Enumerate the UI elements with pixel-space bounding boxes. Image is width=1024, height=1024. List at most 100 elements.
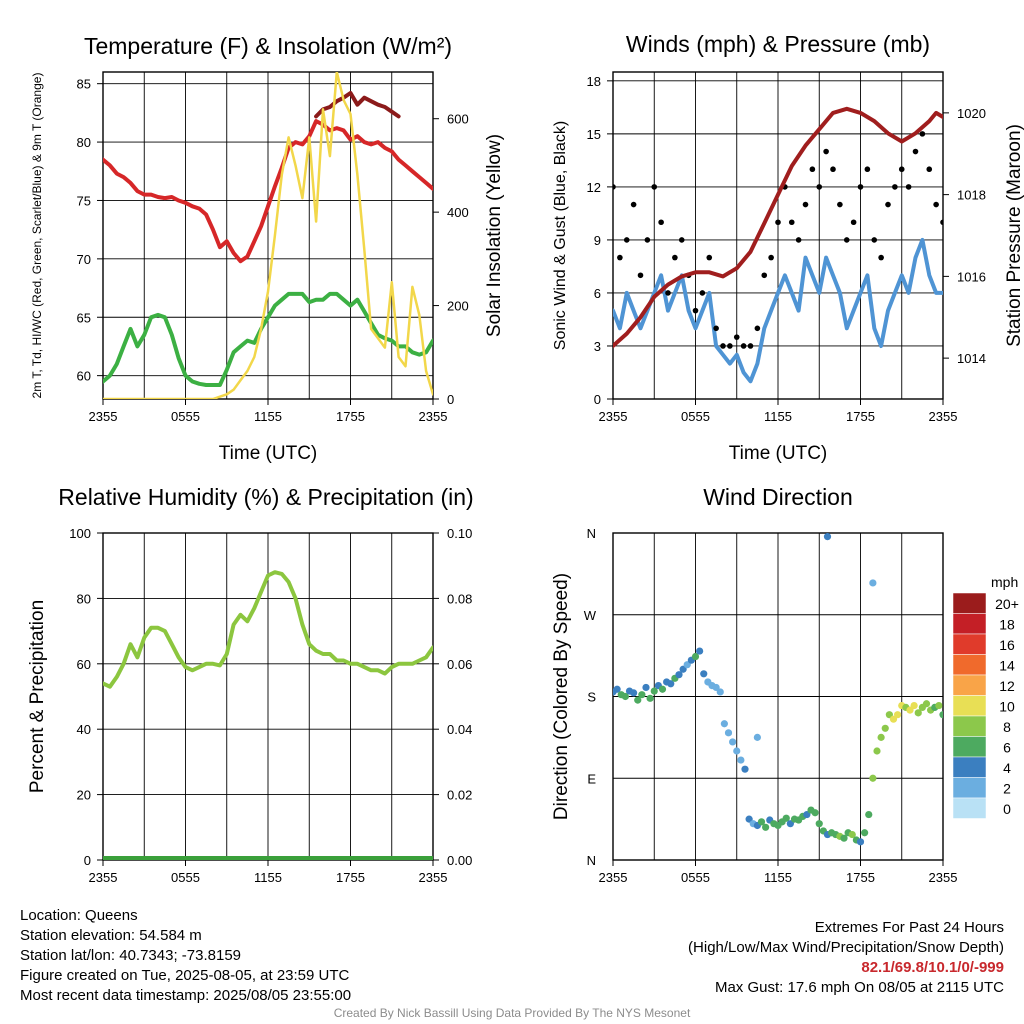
x-tick-label: 0555 [681,409,710,424]
legend-label: 0 [1003,801,1011,817]
direction-point [869,774,877,782]
direction-point [700,670,708,678]
legend-swatch [952,756,987,778]
gust-point [761,272,768,279]
gust-point [692,307,699,314]
gust-point [740,343,747,349]
y2-axis-label: Station Pressure (Maroon) [1004,124,1024,347]
chart-title: Temperature (F) & Insolation (W/m²) [84,33,452,59]
legend-label: 18 [999,617,1015,633]
series-line-3 [613,106,943,348]
gust-point [747,343,754,349]
gust-point [727,343,733,349]
gust-point [637,272,644,279]
series-line-1 [103,119,433,264]
gust-point [933,201,939,208]
direction-point [720,720,728,728]
gust-point [775,219,781,226]
direction-point [737,756,745,764]
y-tick-label: 15 [587,127,601,142]
gust-point [864,166,871,173]
direction-point [642,683,650,692]
x-tick-label: 1755 [846,870,875,885]
legend-swatch [952,777,987,799]
gust-point [795,237,802,243]
gust-point [651,184,658,190]
direction-point [724,729,733,737]
direction-point [650,687,658,695]
series-line-3 [103,291,433,387]
gust-point [940,219,943,226]
y-tick-label: 60 [77,369,91,384]
plot-area [103,570,433,860]
direction-point [935,701,943,710]
legend-swatch [952,715,987,737]
gust-point [885,201,891,208]
credit-text: Created By Nick Bassill Using Data Provi… [333,1006,691,1020]
x-tick-label: 1155 [254,870,282,885]
legend-label: 12 [999,678,1015,694]
x-tick-label: 2355 [599,409,628,424]
x-tick-label: 1155 [254,409,282,424]
gust-point [613,184,616,190]
direction-point [865,810,873,819]
direction-point [667,680,675,688]
y2-tick-label: 1018 [957,188,986,203]
legend-label: 14 [999,658,1015,674]
gust-point [892,184,898,190]
legend-swatch [952,592,987,614]
direction-point [815,820,823,828]
created-text: Figure created on Tue, 2025-08-05, at 23… [20,967,350,984]
max-gust-text: Max Gust: 17.6 mph On 08/05 at 2115 UTC [714,979,1004,996]
y2-tick-label: 1014 [957,351,986,366]
direction-point [782,814,790,822]
direction-point [675,671,683,679]
y-tick-label: 80 [77,591,91,606]
direction-point [856,838,865,846]
direction-point [613,685,621,693]
gust-point [919,131,926,137]
elevation-text: Station elevation: 54.584 m [20,927,202,944]
legend-label: 6 [1003,740,1011,756]
gust-point [658,219,664,226]
x-tick-label: 0555 [681,870,710,885]
y-tick-label: 65 [77,310,91,325]
series-line-1 [613,237,943,384]
gust-point [878,254,884,261]
y-tick-label: 0 [594,392,601,407]
direction-point [716,688,724,696]
location-text: Location: Queens [20,907,138,924]
x-tick-label: 2355 [419,409,448,424]
x-tick-label: 1155 [764,409,792,424]
y2-tick-label: 1020 [957,106,986,121]
extremes-fields: (High/Low/Max Wind/Precipitation/Snow De… [688,939,1004,956]
direction-point [840,834,848,842]
panel-1: 2355 0555 1155 1755 2355 60 65 70 75 80 85 0 200 400 6… [30,33,505,464]
direction-point [634,696,642,704]
y2-axis-label: Solar Insolation (Yellow) [484,134,505,337]
gust-point [713,325,719,332]
plot-area [613,533,943,846]
y-axis-label: Sonic Wind & Gust (Blue, Black) [552,121,569,350]
chart-title: Winds (mph) & Pressure (mb) [626,31,930,57]
gust-point [788,219,795,226]
y2-tick-label: 600 [447,112,469,127]
x-tick-label: 2355 [599,870,628,885]
y-tick-label: 3 [594,339,601,354]
direction-point [696,647,704,655]
direction-point [910,701,918,710]
direction-point [922,700,931,708]
direction-point [691,652,700,661]
gust-point [912,148,919,155]
y-axis-label: Direction (Colored By Speed) [551,573,572,820]
direction-point [753,733,761,741]
latlon-text: Station lat/lon: 40.7343; -73.8159 [20,947,242,964]
extremes-info: Extremes For Past 24 Hours (High/Low/Max… [688,918,1004,998]
gust-point [843,237,850,243]
panel-2: 2355 0555 1155 1755 2355 0 3 6 9 12 15 18 1014 1016 10… [552,31,1024,464]
y2-tick-label: 0.04 [447,722,472,737]
y-tick-label: 40 [77,722,91,737]
gust-point [733,334,740,340]
panel-3: 2355 0555 1155 1755 2355 0 20 40 60 80 100 0.00 0.02… [27,484,474,885]
